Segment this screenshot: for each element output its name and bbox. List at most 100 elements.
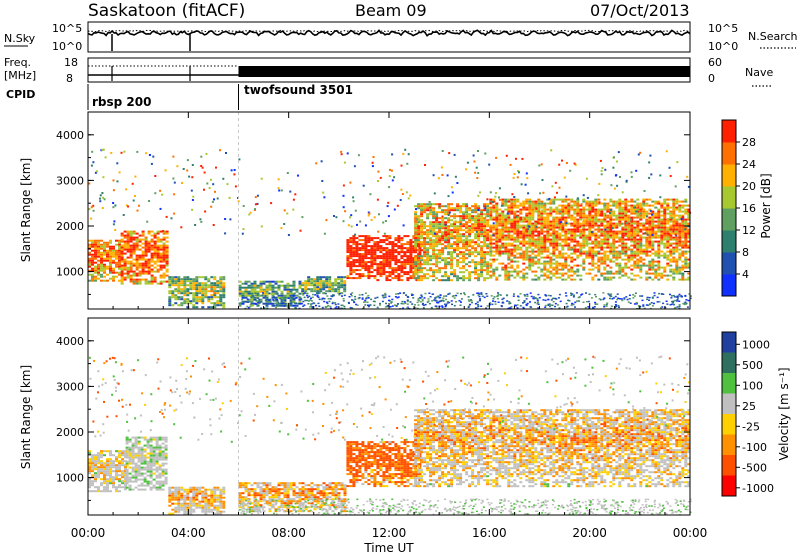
cell	[382, 269, 386, 272]
cell	[377, 230, 380, 233]
cell	[590, 231, 593, 234]
cell	[489, 234, 493, 237]
cell	[565, 302, 568, 305]
cell	[115, 261, 118, 264]
cell	[687, 258, 691, 261]
cell	[289, 292, 293, 295]
cell	[198, 300, 202, 303]
cell	[317, 296, 320, 299]
cell	[280, 284, 284, 287]
cell	[97, 263, 100, 266]
cell	[646, 296, 649, 299]
cell	[432, 263, 436, 266]
cell	[624, 246, 628, 249]
cell	[147, 240, 151, 243]
cell	[204, 210, 207, 213]
cell	[660, 224, 664, 227]
cell	[603, 252, 607, 255]
cell	[403, 271, 407, 274]
cell	[412, 277, 416, 280]
cell	[91, 239, 94, 242]
cell	[651, 305, 654, 307]
cell	[603, 254, 607, 257]
cell	[132, 252, 136, 255]
cell	[492, 228, 496, 231]
cell	[177, 292, 181, 295]
cell	[103, 279, 106, 282]
cell	[379, 265, 383, 268]
cell	[528, 254, 532, 257]
cell	[171, 296, 175, 299]
cell	[621, 210, 625, 213]
cell	[639, 246, 643, 249]
cell	[384, 220, 387, 222]
cell	[234, 185, 237, 188]
cell	[129, 248, 133, 251]
cell	[364, 235, 368, 238]
cell	[501, 268, 505, 271]
cell	[573, 272, 577, 275]
cell	[510, 242, 514, 245]
cell	[259, 286, 263, 289]
cell	[394, 259, 398, 262]
cell	[681, 228, 685, 231]
cell	[468, 213, 472, 216]
cell	[567, 246, 571, 249]
cell	[627, 232, 631, 235]
cell	[428, 292, 431, 294]
cell	[540, 250, 544, 253]
cell	[657, 220, 661, 223]
cell	[241, 282, 245, 285]
cell	[670, 303, 673, 306]
cell	[168, 284, 172, 287]
cell	[171, 304, 175, 307]
cell	[582, 236, 586, 239]
cell	[199, 218, 202, 221]
cell	[678, 236, 682, 239]
cell	[364, 243, 368, 246]
cell	[678, 258, 682, 261]
cell	[582, 208, 586, 211]
cell	[534, 250, 538, 253]
cell	[507, 204, 511, 207]
cell	[480, 269, 484, 272]
cell	[195, 280, 199, 283]
cell	[429, 223, 433, 226]
cell	[129, 262, 133, 265]
cell	[645, 202, 649, 205]
cell	[388, 251, 392, 254]
cell	[465, 245, 469, 248]
cell	[91, 277, 94, 280]
cell	[646, 215, 648, 218]
cell	[153, 256, 157, 259]
cell	[630, 210, 634, 213]
cell	[391, 243, 395, 246]
cell	[669, 175, 672, 177]
cell	[388, 271, 392, 274]
cell	[636, 208, 640, 211]
cell	[513, 228, 517, 231]
cell	[270, 202, 273, 205]
cell	[432, 251, 436, 254]
cell	[552, 262, 556, 265]
cell	[420, 277, 424, 280]
cell	[350, 225, 353, 228]
cell	[543, 222, 547, 225]
cell	[126, 262, 130, 265]
cell	[486, 265, 490, 268]
cell	[168, 290, 172, 293]
cell	[118, 247, 121, 250]
cell	[504, 250, 508, 253]
cell	[681, 226, 685, 229]
cell	[195, 290, 199, 293]
cell	[561, 248, 565, 251]
cell	[150, 252, 154, 255]
cell	[387, 201, 390, 204]
cell	[594, 240, 598, 243]
cell	[103, 257, 106, 260]
cell	[681, 236, 685, 239]
cell	[594, 238, 598, 241]
cell	[528, 236, 532, 239]
cell	[504, 220, 508, 223]
cell	[492, 222, 495, 225]
